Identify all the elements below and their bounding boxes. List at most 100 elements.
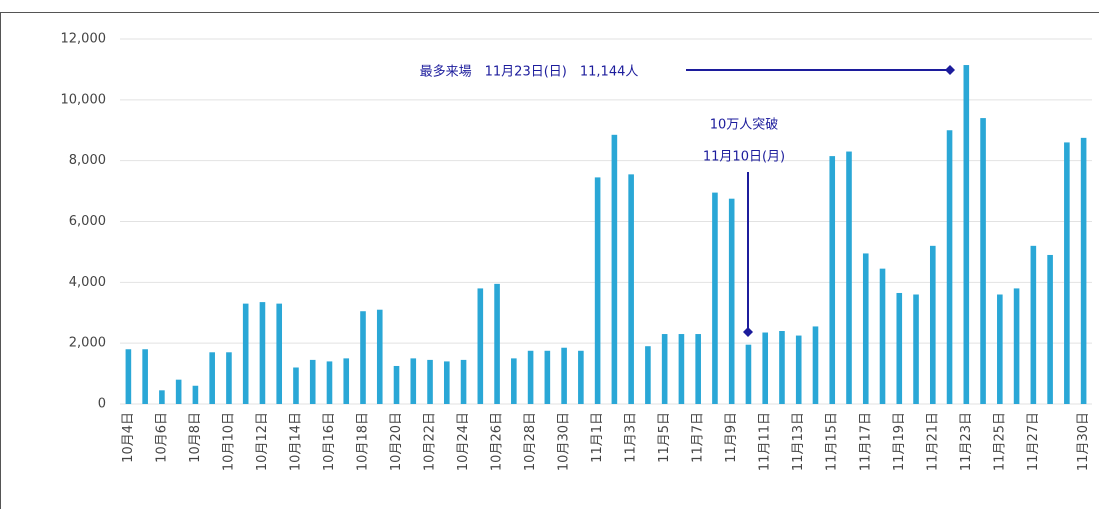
bar [1030,245,1037,404]
bar [829,156,836,404]
bar [980,118,986,404]
bar [544,350,551,404]
bar [527,350,534,404]
y-tick-label: 8,000 [69,153,106,168]
y-tick-label: 0 [98,397,106,412]
bar [611,134,618,404]
bar [997,294,1003,404]
x-tick-label: 11月21日 [925,412,940,471]
bar [142,349,148,404]
x-tick-label: 11月19日 [892,412,907,471]
bar [578,350,584,404]
x-tick-label: 10月22日 [423,412,438,471]
bar [343,358,350,404]
x-tick-label: 10月18日 [356,412,371,471]
bar [309,359,316,404]
x-tick-label: 11月25日 [992,412,1007,471]
bar [477,288,484,404]
arrow-head [743,327,753,337]
y-tick-label: 4,000 [69,275,106,290]
bar [293,367,299,404]
x-tick-label: 11月5日 [657,412,672,463]
annotation: 10万人突破 [710,117,779,133]
x-tick-label: 11月1日 [590,412,605,463]
bar [125,349,132,404]
x-tick-label: 10月10日 [221,412,236,471]
bar [511,358,517,404]
bar [1064,142,1070,404]
bar [427,359,433,404]
bar [712,192,718,404]
bar [946,130,953,404]
bar [242,303,249,404]
bar [762,332,769,404]
x-tick-label: 10月30日 [557,412,572,471]
bar [226,352,232,404]
bar [879,268,886,404]
bar [259,302,266,404]
bar [862,253,869,404]
bar [1080,137,1087,404]
x-tick-label: 10月16日 [322,412,337,471]
x-tick-label: 11月9日 [724,412,739,463]
x-tick-label: 11月7日 [691,412,706,463]
bar [494,283,500,404]
bar [594,177,601,404]
bar [779,331,785,404]
bar [393,365,400,404]
bar [1013,288,1020,404]
x-tick-label: 10月26日 [490,412,505,471]
bar [410,358,417,404]
x-tick-label: 11月27日 [1026,412,1041,471]
x-tick-label: 11月11日 [758,412,773,471]
bar [929,245,936,404]
frame [0,12,1099,509]
bar [645,346,651,404]
annotation: 最多来場 11月23日(日) 11,144人 [420,64,639,80]
y-tick-label: 12,000 [61,32,107,47]
annotation: 11月10日(月) [703,150,785,165]
bar [963,65,970,404]
bar [360,311,366,404]
bar [896,292,903,404]
x-tick-label: 11月15日 [825,412,840,471]
bar [795,335,802,404]
x-tick-label: 10月24日 [456,412,471,471]
bar [561,347,567,404]
bar [695,334,701,404]
x-tick-label: 10月6日 [154,412,169,463]
bar [913,294,919,404]
y-tick-label: 2,000 [69,336,106,351]
bar [209,352,215,404]
bar [276,303,283,404]
x-tick-label: 11月23日 [959,412,974,471]
bar [376,309,383,404]
bar [192,385,199,404]
x-tick-label: 10月12日 [255,412,270,471]
y-tick-label: 10,000 [61,92,107,107]
bar [728,198,735,404]
x-tick-label: 11月3日 [624,412,639,463]
x-tick-label: 11月13日 [791,412,806,471]
arrow-head [945,65,955,75]
bar [661,334,668,404]
x-tick-label: 10月4日 [121,412,136,463]
x-tick-label: 10月20日 [389,412,404,471]
bar [326,361,333,404]
bar [812,326,819,404]
bar [175,379,182,404]
bar [846,151,852,404]
x-tick-label: 11月17日 [858,412,873,471]
x-tick-label: 11月30日 [1076,412,1091,471]
x-tick-label: 10月8日 [188,412,203,463]
bar [678,334,685,404]
y-tick-label: 6,000 [69,214,106,229]
bar [159,390,165,404]
bar [460,359,467,404]
bar [745,344,752,404]
x-tick-label: 10月14日 [288,412,303,471]
bar [1047,254,1053,404]
bar [443,361,450,404]
x-tick-label: 10月28日 [523,412,538,471]
